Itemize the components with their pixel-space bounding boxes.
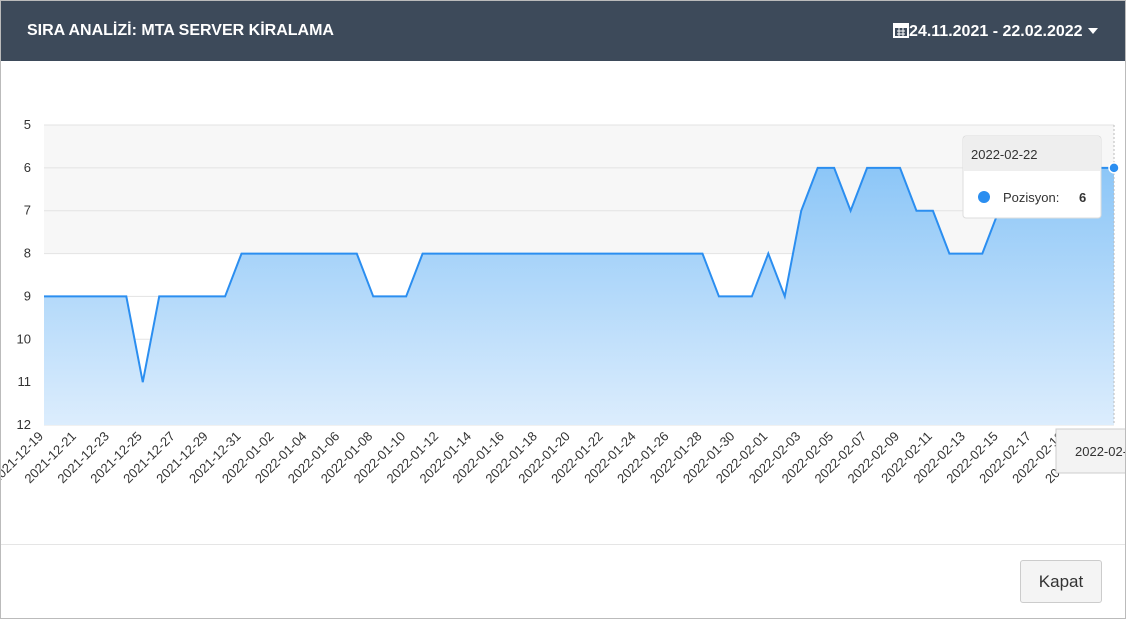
y-tick-label: 6 <box>24 160 31 175</box>
y-tick-label: 8 <box>24 246 31 261</box>
y-tick-label: 9 <box>24 288 31 303</box>
calendar-icon <box>893 23 910 38</box>
y-tick-label: 12 <box>17 417 31 432</box>
crosshair-label <box>1055 428 1125 474</box>
modal-title: SIRA ANALİZİ: MTA SERVER KİRALAMA <box>27 22 334 39</box>
tooltip-header <box>964 137 1100 171</box>
date-range-text: 24.11.2021 - 22.02.2022 <box>909 23 1083 40</box>
modal-header: SIRA ANALİZİ: MTA SERVER KİRALAMA 24.11.… <box>1 1 1125 61</box>
y-tick-label: 5 <box>24 117 31 132</box>
y-tick-label: 10 <box>17 331 31 346</box>
line <box>44 166 1114 383</box>
y-tick-label: 7 <box>24 203 31 218</box>
caret-icon <box>1088 28 1098 34</box>
y-tick-label: 11 <box>18 374 32 389</box>
crosshair-date: 2022-02-22 <box>1075 444 1125 459</box>
tooltip-bullet <box>978 191 990 203</box>
tooltip-label: Pozisyon: <box>1003 190 1059 205</box>
point-marker <box>1108 162 1120 174</box>
modal-footer <box>1 544 1125 545</box>
area <box>44 167 1114 425</box>
plot-band <box>44 125 1114 254</box>
chart: 567891011122021-12-192021-12-212021-12-2… <box>1 117 1125 486</box>
close-button[interactable]: Kapat <box>1020 560 1102 603</box>
tooltip-value: 6 <box>1079 190 1086 205</box>
tooltip-date: 2022-02-22 <box>971 147 1038 162</box>
date-range[interactable]: 24.11.2021 - 22.02.2022 <box>893 22 1099 41</box>
